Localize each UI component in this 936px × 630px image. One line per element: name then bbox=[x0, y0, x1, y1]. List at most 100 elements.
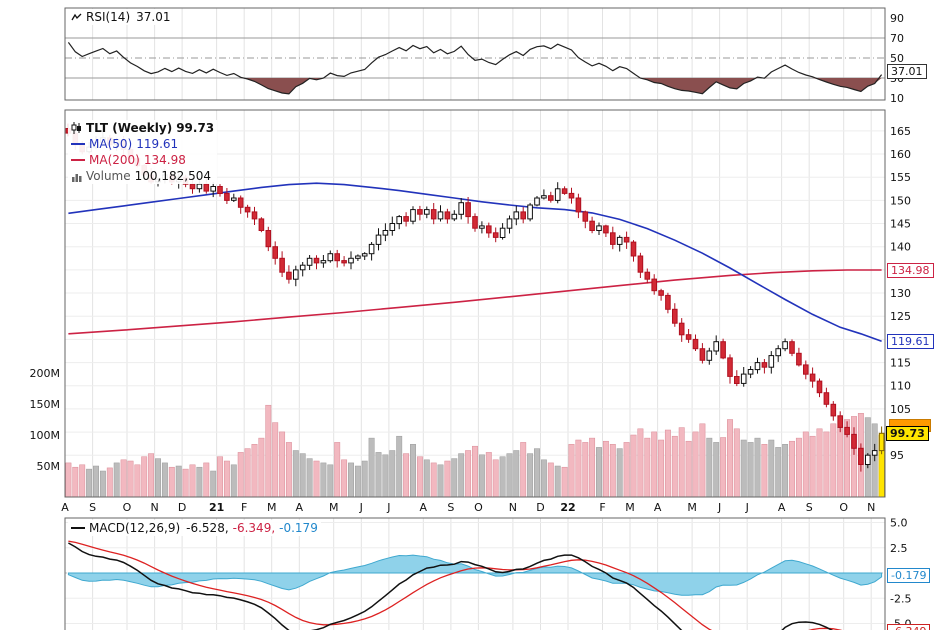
rsi-legend: RSI(14) 37.01 bbox=[68, 9, 174, 25]
ma200-value-badge: 134.98 bbox=[887, 263, 934, 278]
ma200-label: MA(200) bbox=[89, 153, 140, 167]
ticker-row: TLT (Weekly) 99.73 bbox=[68, 120, 218, 136]
price-legend: TLT (Weekly) 99.73 MA(50) 119.61 MA(200)… bbox=[68, 120, 218, 184]
svg-text:A: A bbox=[296, 501, 304, 514]
rsi-oversold-fill bbox=[68, 78, 882, 94]
ticker-title: TLT (Weekly) bbox=[86, 121, 173, 135]
svg-text:M: M bbox=[267, 501, 277, 514]
macd-line bbox=[68, 542, 834, 630]
ma200-line-icon bbox=[71, 159, 85, 161]
svg-text:D: D bbox=[536, 501, 544, 514]
rsi-legend-value: 37.01 bbox=[136, 10, 171, 24]
panel-border bbox=[64, 517, 886, 630]
svg-text:N: N bbox=[867, 501, 875, 514]
svg-text:90: 90 bbox=[890, 12, 904, 25]
svg-text:S: S bbox=[806, 501, 813, 514]
svg-text:22: 22 bbox=[560, 501, 575, 514]
ma50-label: MA(50) bbox=[89, 137, 133, 151]
ma50-line bbox=[68, 182, 882, 342]
ma50-value: 119.61 bbox=[136, 137, 179, 151]
svg-text:O: O bbox=[123, 501, 132, 514]
ma200-line bbox=[68, 269, 882, 335]
svg-text:M: M bbox=[625, 501, 635, 514]
svg-text:2.5: 2.5 bbox=[890, 542, 908, 555]
svg-text:105: 105 bbox=[890, 403, 911, 416]
svg-text:50: 50 bbox=[890, 52, 904, 65]
ticker-last: 99.73 bbox=[176, 121, 215, 135]
ma50-row: MA(50) 119.61 bbox=[68, 136, 218, 152]
svg-text:A: A bbox=[778, 501, 786, 514]
macd-signal-value: -6.349, bbox=[232, 521, 276, 535]
rsi-line bbox=[67, 42, 883, 95]
ma200-value: 134.98 bbox=[143, 153, 186, 167]
macd-legend-label: MACD(12,26,9) bbox=[89, 521, 181, 535]
svg-text:-2.5: -2.5 bbox=[890, 592, 911, 605]
ma50-line-icon bbox=[71, 143, 85, 145]
macd-value: -6.528, bbox=[186, 521, 229, 535]
svg-text:A: A bbox=[654, 501, 662, 514]
ma200-row: MA(200) 134.98 bbox=[68, 152, 218, 168]
svg-text:10: 10 bbox=[890, 92, 904, 105]
svg-text:J: J bbox=[717, 501, 721, 514]
svg-text:J: J bbox=[359, 501, 363, 514]
volume-bars-icon bbox=[72, 173, 82, 182]
last-price-badge: 99.73 bbox=[886, 426, 929, 441]
ma50-value-badge: 119.61 bbox=[887, 334, 934, 349]
svg-text:M: M bbox=[329, 501, 339, 514]
svg-text:125: 125 bbox=[890, 310, 911, 323]
svg-text:A: A bbox=[420, 501, 428, 514]
svg-text:M: M bbox=[687, 501, 697, 514]
panel-border bbox=[64, 7, 886, 101]
svg-text:N: N bbox=[150, 501, 158, 514]
candlestick-icon bbox=[71, 122, 81, 134]
volume-bars bbox=[65, 404, 885, 498]
svg-text:J: J bbox=[386, 501, 390, 514]
volume-row: Volume 100,182,504 bbox=[68, 168, 218, 184]
svg-text:50M: 50M bbox=[37, 460, 61, 473]
candles bbox=[65, 123, 885, 472]
rsi-indicator-icon bbox=[71, 13, 82, 20]
svg-text:5.0: 5.0 bbox=[890, 517, 908, 530]
svg-text:A: A bbox=[61, 501, 69, 514]
rsi-legend-label: RSI(14) bbox=[86, 10, 131, 24]
svg-text:S: S bbox=[89, 501, 96, 514]
svg-text:70: 70 bbox=[890, 32, 904, 45]
svg-text:200M: 200M bbox=[30, 367, 61, 380]
volume-label: Volume bbox=[86, 169, 131, 183]
macd-signal-line bbox=[68, 540, 843, 630]
svg-text:115: 115 bbox=[890, 357, 911, 370]
svg-text:145: 145 bbox=[890, 218, 911, 231]
axis-labels: 165 160 155 150 145 140 130 125 115 110 105 95 90 70 5… bbox=[30, 12, 912, 630]
svg-text:165: 165 bbox=[890, 125, 911, 138]
macd-signal-badge-clipped: -6.349 bbox=[887, 624, 931, 630]
svg-text:J: J bbox=[745, 501, 749, 514]
svg-text:O: O bbox=[839, 501, 848, 514]
macd-histogram bbox=[67, 554, 883, 596]
svg-text:S: S bbox=[447, 501, 454, 514]
macd-legend: MACD(12,26,9) -6.528, -6.349, -0.179 bbox=[68, 520, 321, 536]
svg-text:N: N bbox=[509, 501, 517, 514]
svg-text:150: 150 bbox=[890, 194, 911, 207]
panel-border bbox=[64, 109, 886, 498]
macd-hist-badge: -0.179 bbox=[887, 568, 931, 583]
svg-text:130: 130 bbox=[890, 287, 911, 300]
svg-text:140: 140 bbox=[890, 241, 911, 254]
svg-text:150M: 150M bbox=[30, 398, 61, 411]
macd-hist-value: -0.179 bbox=[279, 521, 318, 535]
svg-text:100M: 100M bbox=[30, 429, 61, 442]
svg-text:O: O bbox=[474, 501, 483, 514]
svg-text:95: 95 bbox=[890, 449, 904, 462]
svg-text:110: 110 bbox=[890, 380, 911, 393]
svg-text:F: F bbox=[599, 501, 605, 514]
svg-text:21: 21 bbox=[209, 501, 224, 514]
svg-text:160: 160 bbox=[890, 148, 911, 161]
svg-text:F: F bbox=[241, 501, 247, 514]
rsi-value-badge: 37.01 bbox=[887, 64, 927, 79]
volume-value: 100,182,504 bbox=[134, 169, 211, 183]
svg-text:D: D bbox=[178, 501, 186, 514]
gridlines bbox=[64, 8, 885, 630]
svg-text:155: 155 bbox=[890, 171, 911, 184]
macd-line-icon bbox=[71, 527, 85, 529]
